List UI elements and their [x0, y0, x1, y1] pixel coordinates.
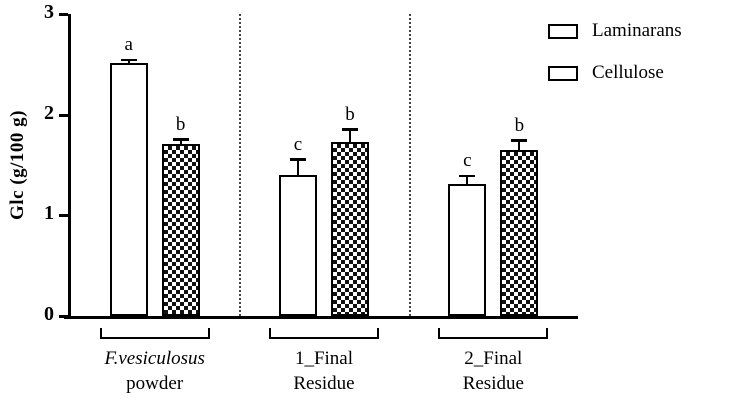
significance-letter: c [463, 150, 472, 172]
group-bracket [438, 328, 549, 339]
error-bar-line [127, 60, 130, 67]
error-bar-cap [459, 174, 476, 178]
bar-laminarans-group3 [448, 184, 487, 316]
group-label-line2: Residue [293, 373, 355, 394]
group-label: F.vesiculosus powder [70, 346, 239, 396]
legend-item-cellulose: Cellulose [548, 62, 682, 84]
error-bar-cap [511, 139, 528, 142]
x-axis-line [64, 316, 578, 319]
significance-letter: b [345, 103, 355, 125]
significance-letter: c [293, 133, 303, 155]
error-bar-cap [172, 138, 189, 141]
group-bracket [269, 328, 379, 339]
bar-cellulose-group3 [500, 149, 539, 316]
error-bar-cap [120, 58, 137, 62]
y-axis-line [68, 14, 71, 319]
y-tick-label: 3 [44, 1, 54, 23]
error-bar-cap [342, 128, 358, 131]
y-tick-label: 1 [44, 202, 54, 225]
y-tick-mark [59, 13, 68, 16]
bar-cellulose-group1 [161, 143, 200, 316]
y-tick-label: 2 [44, 101, 54, 124]
group-label-line2: Residue [462, 373, 524, 394]
group-separator [239, 14, 242, 316]
error-bar-cap [290, 158, 306, 161]
group-label: 2_Final Residue [409, 346, 578, 396]
y-tick-mark [59, 113, 68, 117]
y-tick-mark [59, 214, 68, 218]
group-label-line2: powder [126, 373, 184, 394]
error-bar-line [349, 129, 351, 145]
group-label: 1_Final Residue [239, 346, 408, 396]
group-label-line1: F.vesiculosus [104, 348, 205, 369]
significance-letter: b [514, 114, 525, 136]
y-tick-label: 0 [44, 303, 54, 325]
legend-label: Laminarans [592, 20, 682, 41]
group-bracket [99, 328, 210, 339]
group-label-line1: 1_Final [294, 348, 354, 369]
significance-letter: b [175, 113, 186, 135]
legend-swatch-checker [548, 65, 578, 81]
legend: Laminarans Cellulose [548, 20, 682, 84]
legend-item-laminarans: Laminarans [548, 20, 682, 42]
legend-label: Cellulose [592, 62, 664, 83]
significance-letter: a [124, 34, 133, 56]
legend-swatch-white [548, 23, 578, 39]
bar-laminarans-group1 [109, 63, 148, 316]
error-bar-line [466, 176, 469, 188]
y-tick-mark [59, 315, 68, 318]
group-separator [408, 14, 411, 316]
error-bar-line [297, 159, 299, 179]
error-bar-line [179, 139, 182, 147]
bar-laminarans-group2 [279, 175, 317, 316]
group-label-line1: 2_Final [464, 348, 523, 369]
bar-cellulose-group2 [331, 141, 369, 316]
error-bar-line [518, 140, 521, 153]
